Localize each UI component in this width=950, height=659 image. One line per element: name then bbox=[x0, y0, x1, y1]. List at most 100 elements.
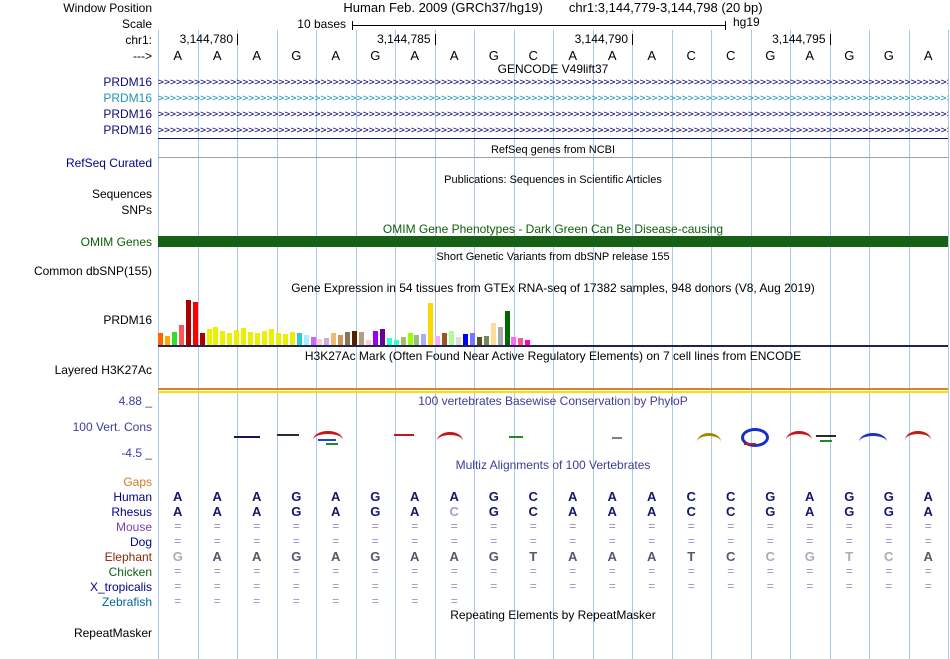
gtex-expression-bar[interactable] bbox=[331, 333, 337, 345]
gtex-expression-bar[interactable] bbox=[213, 327, 219, 345]
track-label-sequences[interactable]: Sequences bbox=[91, 187, 152, 201]
species-label-chicken[interactable]: Chicken bbox=[108, 565, 152, 579]
species-label-elephant[interactable]: Elephant bbox=[104, 550, 152, 564]
gene-model-prdm16[interactable]: >>>>>>>>>>>>>>>>>>>>>>>>>>>>>>>>>>>>>>>>… bbox=[158, 93, 948, 104]
gtex-expression-bar[interactable] bbox=[511, 337, 517, 345]
gtex-expression-bar[interactable] bbox=[504, 311, 510, 345]
alignment-cell: A bbox=[212, 504, 222, 519]
gtex-expression-bar[interactable] bbox=[435, 336, 441, 345]
gtex-expression-bar[interactable] bbox=[261, 331, 267, 345]
gtex-expression-bar[interactable] bbox=[220, 331, 226, 345]
gtex-expression-bar[interactable] bbox=[158, 333, 163, 345]
track-label-gencode-prdm16[interactable]: PRDM16 bbox=[103, 123, 152, 137]
species-label-rhesus[interactable]: Rhesus bbox=[111, 505, 152, 519]
gtex-expression-bar[interactable] bbox=[518, 338, 524, 345]
species-label-human[interactable]: Human bbox=[113, 490, 152, 504]
base-letter: G bbox=[883, 48, 894, 63]
gtex-expression-bar[interactable] bbox=[393, 340, 399, 345]
track-label-100-vert-cons[interactable]: 100 Vert. Cons bbox=[72, 420, 152, 434]
gtex-expression-bar[interactable] bbox=[379, 329, 385, 345]
gene-model-prdm16[interactable]: >>>>>>>>>>>>>>>>>>>>>>>>>>>>>>>>>>>>>>>>… bbox=[158, 109, 948, 120]
omim-gene-bar[interactable] bbox=[158, 236, 948, 247]
gtex-expression-bar[interactable] bbox=[407, 333, 413, 345]
gtex-expression-bar[interactable] bbox=[310, 337, 316, 345]
gtex-expression-bar[interactable] bbox=[282, 334, 288, 345]
gtex-expression-bar[interactable] bbox=[324, 338, 330, 345]
gtex-expression-bar[interactable] bbox=[171, 332, 177, 345]
gtex-expression-bar[interactable] bbox=[442, 333, 448, 345]
track-label-gencode-prdm16[interactable]: PRDM16 bbox=[103, 91, 152, 105]
gtex-expression-bar[interactable] bbox=[296, 333, 302, 345]
gtex-expression-bar[interactable] bbox=[386, 338, 392, 345]
alignment-cell: = bbox=[529, 534, 537, 548]
gtex-expression-bar[interactable] bbox=[421, 334, 427, 345]
gtex-expression-bar[interactable] bbox=[359, 332, 364, 345]
alignment-cell: = bbox=[924, 519, 932, 533]
track-label-omim-genes[interactable]: OMIM Genes bbox=[80, 235, 152, 249]
gtex-expression-bar[interactable] bbox=[469, 333, 475, 345]
gtex-expression-bar[interactable] bbox=[206, 329, 212, 345]
gtex-expression-bar[interactable] bbox=[483, 336, 489, 345]
gtex-expression-bar[interactable] bbox=[456, 337, 461, 345]
conservation-mark bbox=[234, 436, 260, 438]
gtex-expression-bar[interactable] bbox=[185, 300, 191, 345]
gtex-expression-bar[interactable] bbox=[199, 333, 205, 345]
gtex-expression-bar[interactable] bbox=[241, 328, 247, 345]
gtex-expression-bar[interactable] bbox=[345, 332, 351, 345]
alignment-cell: = bbox=[608, 534, 616, 548]
gtex-expression-bar[interactable] bbox=[289, 332, 295, 345]
gtex-expression-bar[interactable] bbox=[317, 339, 323, 345]
gtex-expression-bar[interactable] bbox=[338, 335, 344, 345]
gtex-expression-bar[interactable] bbox=[268, 329, 274, 345]
gene-model-prdm16[interactable]: >>>>>>>>>>>>>>>>>>>>>>>>>>>>>>>>>>>>>>>>… bbox=[158, 77, 948, 88]
gtex-expression-bar[interactable] bbox=[234, 330, 240, 345]
gtex-expression-bar[interactable] bbox=[400, 337, 406, 345]
gtex-expression-bar[interactable] bbox=[255, 333, 260, 345]
alignment-cell: G bbox=[844, 489, 855, 504]
track-label-snps[interactable]: SNPs bbox=[121, 203, 152, 217]
species-label-mouse[interactable]: Mouse bbox=[115, 520, 152, 534]
gtex-expression-bar[interactable] bbox=[352, 331, 357, 345]
gtex-expression-bar[interactable] bbox=[275, 333, 281, 345]
track-label-gtex-prdm16[interactable]: PRDM16 bbox=[103, 313, 152, 327]
species-label-zebrafish[interactable]: Zebrafish bbox=[101, 595, 152, 609]
track-label-gencode-prdm16[interactable]: PRDM16 bbox=[103, 107, 152, 121]
gtex-expression-bar[interactable] bbox=[497, 327, 503, 345]
gtex-expression-bar[interactable] bbox=[178, 325, 184, 345]
gtex-expression-bar[interactable] bbox=[462, 334, 468, 345]
track-label-layered-h3k27ac[interactable]: Layered H3K27Ac bbox=[54, 363, 152, 377]
alignment-cell: T bbox=[845, 549, 854, 564]
gtex-expression-bar[interactable] bbox=[248, 332, 254, 345]
gtex-expression-bar[interactable] bbox=[303, 335, 309, 345]
gtex-expression-bar[interactable] bbox=[227, 333, 233, 345]
gene-model-prdm16[interactable]: >>>>>>>>>>>>>>>>>>>>>>>>>>>>>>>>>>>>>>>>… bbox=[158, 125, 948, 136]
alignment-cell: G bbox=[488, 489, 499, 504]
track-label-common-dbsnp[interactable]: Common dbSNP(155) bbox=[33, 264, 152, 278]
gridline bbox=[434, 30, 436, 659]
gtex-expression-bar[interactable] bbox=[476, 337, 482, 345]
gtex-expression-bar[interactable] bbox=[192, 302, 198, 345]
gtex-expression-bar[interactable] bbox=[449, 331, 455, 345]
gridline bbox=[632, 30, 633, 659]
track-label-repeatmasker[interactable]: RepeatMasker bbox=[73, 626, 152, 640]
track-label-gencode-prdm16[interactable]: PRDM16 bbox=[103, 75, 152, 89]
track-label-refseq-curated[interactable]: RefSeq Curated bbox=[65, 156, 152, 170]
gencode-collapsed-line bbox=[158, 138, 948, 139]
window-position-title: Human Feb. 2009 (GRCh37/hg19) chr1:3,144,… bbox=[158, 1, 948, 15]
base-letter: A bbox=[805, 48, 815, 63]
gtex-expression-bar[interactable] bbox=[525, 340, 531, 345]
alignment-cell: = bbox=[371, 564, 379, 578]
gtex-expression-bar[interactable] bbox=[414, 335, 420, 345]
alignment-cell: G bbox=[172, 549, 183, 564]
gtex-expression-bar[interactable] bbox=[490, 323, 496, 345]
gtex-expression-bar[interactable] bbox=[365, 340, 371, 345]
alignment-cell: = bbox=[806, 519, 814, 533]
gridline bbox=[197, 30, 199, 659]
gtex-expression-bar[interactable] bbox=[428, 303, 434, 345]
gtex-expression-bar[interactable] bbox=[372, 331, 378, 345]
species-label-dog[interactable]: Dog bbox=[129, 535, 152, 549]
gtex-expression-bar[interactable] bbox=[164, 336, 170, 345]
species-label-x_tropicalis[interactable]: X_tropicalis bbox=[89, 580, 152, 594]
species-label-gaps[interactable]: Gaps bbox=[123, 475, 152, 489]
track-title-publications: Publications: Sequences in Scientific Ar… bbox=[444, 174, 662, 186]
